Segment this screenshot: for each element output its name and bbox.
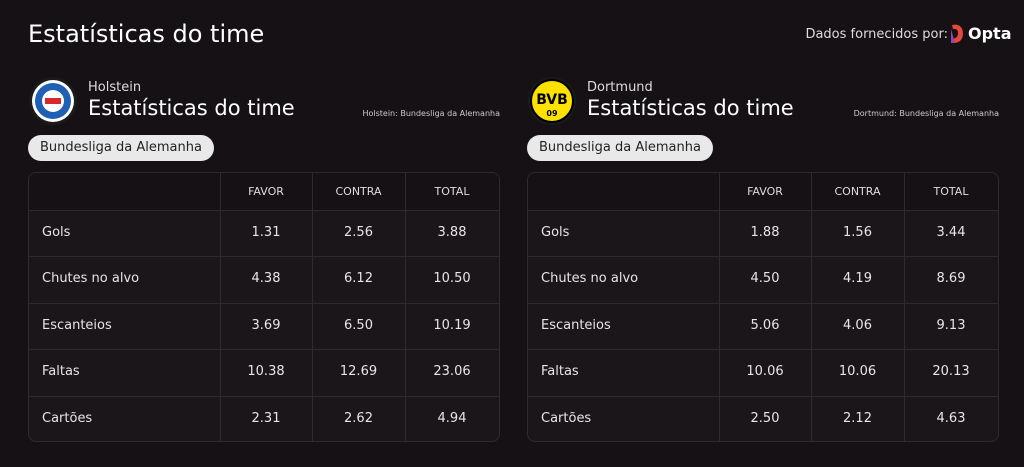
row-divider: [528, 395, 998, 397]
column-divider: [312, 173, 313, 441]
table-header-bg: [29, 173, 499, 210]
row-label: Escanteios: [42, 317, 112, 333]
stat-value: 8.69: [936, 271, 966, 287]
stat-value: 2.50: [750, 410, 780, 426]
stat-value: 2.12: [843, 410, 872, 426]
stat-value: 3.88: [437, 225, 467, 240]
stat-value: 23.06: [433, 364, 471, 380]
column-divider: [405, 173, 406, 441]
panel-title: Estatísticas do time: [88, 96, 295, 120]
stat-value: 6.50: [344, 317, 373, 333]
column-header: FAVOR: [747, 185, 783, 198]
row-label: Chutes no alvo: [541, 271, 639, 287]
stat-value: 1.31: [251, 225, 281, 240]
row-divider: [528, 256, 998, 258]
column-header: TOTAL: [933, 185, 969, 198]
table-header-bg: [528, 173, 998, 210]
stat-value: 10.06: [746, 364, 784, 380]
opta-icon: [951, 24, 963, 43]
column-header: CONTRA: [834, 185, 881, 198]
competition-pill: Bundesliga da Alemanha: [527, 135, 713, 161]
column-divider: [811, 173, 812, 441]
stat-value: 2.31: [251, 410, 281, 426]
stat-value: 3.44: [936, 225, 966, 240]
logo-text: BVB: [536, 92, 568, 108]
stat-value: 9.13: [936, 317, 966, 333]
row-label: Faltas: [42, 364, 80, 380]
row-label: Gols: [42, 225, 71, 240]
column-header: CONTRA: [335, 185, 382, 198]
column-header: TOTAL: [434, 185, 470, 198]
stat-value: 10.50: [433, 271, 471, 287]
competition-pill: Bundesliga da Alemanha: [28, 135, 214, 161]
competition-note: Holstein: Bundesliga da Alemanha: [362, 109, 500, 118]
row-divider: [29, 395, 499, 397]
stat-value: 20.13: [932, 364, 970, 380]
stat-value: 4.63: [936, 410, 966, 426]
row-divider: [528, 210, 998, 211]
column-divider: [220, 173, 221, 441]
column-header: FAVOR: [248, 185, 284, 198]
stat-value: 10.06: [838, 364, 877, 380]
team-logo: [29, 77, 77, 125]
page-title: Estatísticas do time: [28, 20, 265, 48]
row-divider: [29, 210, 499, 211]
stat-value: 10.38: [247, 364, 285, 380]
stat-value: 4.94: [437, 410, 467, 426]
stat-value: 4.19: [843, 271, 872, 287]
stat-value: 6.12: [344, 271, 373, 287]
team-panel: Holstein Estatísticas do time Holstein: Bu…: [28, 72, 500, 442]
panel-title: Estatísticas do time: [587, 96, 794, 120]
team-name: Holstein: [88, 80, 142, 95]
team-panel: BVB 09 Dortmund Estatísticas do time Dortmun…: [527, 72, 999, 442]
logo-year: 09: [546, 109, 558, 118]
stat-value: 10.19: [433, 317, 471, 333]
row-divider: [29, 256, 499, 258]
row-divider: [29, 349, 499, 351]
provider-label: Dados fornecidos por:: [805, 27, 948, 42]
stat-value: 12.69: [339, 364, 378, 380]
row-label: Chutes no alvo: [42, 271, 140, 287]
row-divider: [528, 349, 998, 351]
stat-value: 3.69: [251, 317, 281, 333]
column-divider: [719, 173, 720, 441]
stat-value: 2.56: [344, 225, 373, 240]
team-name: Dortmund: [587, 80, 653, 95]
stat-value: 4.06: [843, 317, 872, 333]
stat-value: 4.50: [750, 271, 780, 287]
stat-value: 4.38: [251, 271, 281, 287]
row-label: Faltas: [541, 364, 579, 380]
row-label: Gols: [541, 225, 570, 240]
provider-name: Opta: [968, 24, 1012, 43]
stat-value: 5.06: [750, 317, 780, 333]
stat-value: 1.88: [750, 225, 780, 240]
row-label: Escanteios: [541, 317, 611, 333]
row-divider: [528, 302, 998, 304]
row-divider: [29, 302, 499, 304]
stats-table: FAVOR CONTRA TOTAL Gols 1.31 2.56 3.88 Chutes n…: [28, 172, 500, 442]
column-divider: [904, 173, 905, 441]
competition-note: Dortmund: Bundesliga da Alemanha: [853, 109, 999, 118]
row-label: Cartões: [42, 410, 93, 426]
stat-value: 2.62: [344, 410, 373, 426]
stats-table: FAVOR CONTRA TOTAL Gols 1.88 1.56 3.44 Chutes n…: [527, 172, 999, 442]
row-label: Cartões: [541, 410, 592, 426]
stat-value: 1.56: [843, 225, 872, 240]
